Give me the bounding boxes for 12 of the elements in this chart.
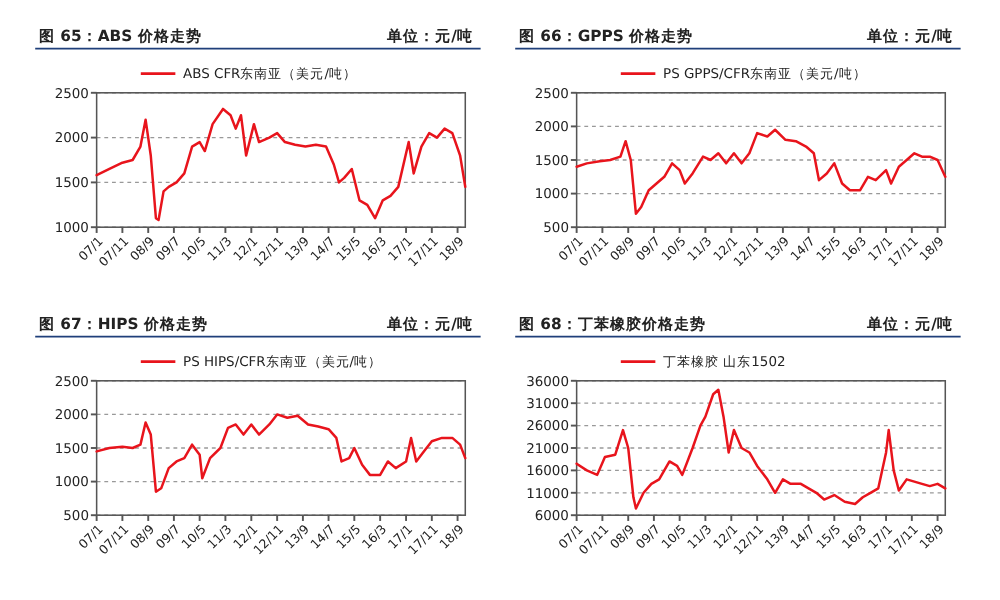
chart-subtitle: 单位：元/吨	[385, 26, 473, 45]
line-series	[95, 413, 467, 493]
line-series	[575, 388, 947, 510]
chart-title: 图 66：GPPS 价格走势	[519, 26, 694, 45]
line-series	[575, 128, 947, 216]
chart-title: 图 67：HIPS 价格走势	[39, 314, 208, 333]
chart-title: 图 68：丁苯橡胶价格走势	[519, 314, 706, 333]
chart-title: 图 65：ABS 价格走势	[39, 26, 202, 45]
chart-subtitle: 单位：元/吨	[865, 26, 953, 45]
chart-subtitle: 单位：元/吨	[385, 314, 473, 333]
line-series	[95, 107, 467, 222]
chart-subtitle: 单位：元/吨	[865, 314, 953, 333]
